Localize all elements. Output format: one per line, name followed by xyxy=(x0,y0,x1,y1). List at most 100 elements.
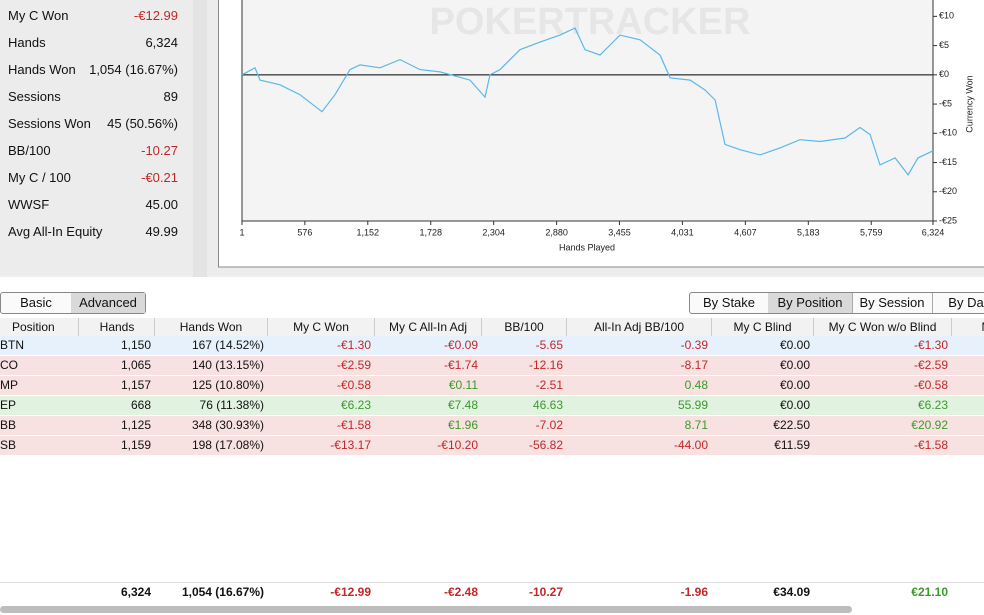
stat-value: 6,324 xyxy=(145,35,178,50)
table-cell: €0.00 xyxy=(779,358,810,372)
tab[interactable]: By Position xyxy=(768,293,853,313)
table-cell: €1.96 xyxy=(447,418,478,432)
stat-label: BB/100 xyxy=(8,143,51,158)
table-header: Position Hands Hands Won My C Won My C All-I… xyxy=(0,318,984,337)
splitter[interactable] xyxy=(193,0,207,277)
table-cell: 1,150 xyxy=(120,338,151,352)
column-header[interactable]: My C Blind xyxy=(712,318,814,336)
table-totals: 6,324 1,054 (16.67%) -€12.99 -€2.48 -10.27 -1… xyxy=(0,582,984,602)
stat-value: -€12.99 xyxy=(133,8,178,23)
table-cell: -2.51 xyxy=(535,378,563,392)
table-row xyxy=(0,356,984,376)
table-cell: -44.00 xyxy=(673,438,708,452)
x-tick-label: 6,324 xyxy=(922,227,945,237)
table-row xyxy=(0,376,984,396)
table-cell: €6.23 xyxy=(917,398,948,412)
table-cell: -€0.09 xyxy=(443,338,478,352)
table-cell: EP xyxy=(0,398,17,412)
column-header[interactable]: Hands Won xyxy=(155,318,268,336)
view-tabs: Basic Advanced xyxy=(0,292,146,314)
table-cell: 55.99 xyxy=(677,398,708,412)
table-cell: -€2.59 xyxy=(336,358,371,372)
stat-label: Avg All-In Equity xyxy=(8,224,103,239)
table-cell: -7.02 xyxy=(535,418,563,432)
table-cell: SB xyxy=(0,438,17,452)
scrollbar[interactable] xyxy=(0,606,852,613)
table-cell: 167 (14.52%) xyxy=(191,338,264,352)
stat-label: Sessions Won xyxy=(8,116,91,131)
table-cell: BTN xyxy=(0,338,24,352)
table-cell: 348 (30.93%) xyxy=(191,418,264,432)
table-cell: 668 xyxy=(130,398,151,412)
y-tick-label: €0 xyxy=(939,69,949,79)
x-tick-label: 1 xyxy=(239,227,244,237)
stat-label: WWSF xyxy=(8,197,50,212)
column-header[interactable]: Hands xyxy=(80,318,155,336)
stat-value: -€0.21 xyxy=(141,170,178,185)
total-cell: 6,324 xyxy=(120,585,151,599)
y-tick-label: -€5 xyxy=(939,98,952,108)
y-tick-label: €5 xyxy=(939,40,949,50)
tab[interactable]: Advanced xyxy=(71,293,145,313)
stat-value: -10.27 xyxy=(141,143,178,158)
table-cell: 1,159 xyxy=(120,438,151,452)
table-cell: -8.17 xyxy=(680,358,708,372)
table-cell: -€0.58 xyxy=(336,378,371,392)
tab[interactable]: Basic xyxy=(1,293,72,313)
stat-value: 45 (50.56%) xyxy=(107,116,178,131)
table-cell: €22.50 xyxy=(773,418,810,432)
table-cell: €0.00 xyxy=(779,378,810,392)
table-cell: -€1.30 xyxy=(913,338,948,352)
column-header[interactable]: BB/100 xyxy=(482,318,567,336)
table-cell: -€1.30 xyxy=(336,338,371,352)
column-header[interactable]: Position xyxy=(0,318,79,336)
y-axis-label: Currency Won xyxy=(964,75,974,132)
stat-label: Hands xyxy=(8,35,46,50)
table-cell: -12.16 xyxy=(528,358,563,372)
x-tick-label: 5,183 xyxy=(797,227,820,237)
tab[interactable]: By Session xyxy=(852,293,933,313)
total-cell: -€2.48 xyxy=(443,585,478,599)
table-cell: -€1.74 xyxy=(443,358,478,372)
column-header[interactable]: My C All-In Adj xyxy=(375,318,482,336)
x-tick-label: 4,607 xyxy=(734,227,757,237)
column-header[interactable]: My C xyxy=(952,318,984,336)
table-cell: 0.48 xyxy=(684,378,708,392)
x-tick-label: 1,728 xyxy=(419,227,442,237)
x-tick-label: 576 xyxy=(297,227,312,237)
stat-value: 89 xyxy=(163,89,178,104)
column-header[interactable]: My C Won w/o Blind xyxy=(814,318,952,336)
y-tick-label: -€10 xyxy=(939,128,957,138)
x-tick-label: 1,152 xyxy=(357,227,380,237)
tab[interactable]: By Stake xyxy=(690,293,769,313)
table-cell: 46.63 xyxy=(532,398,563,412)
chart: POKERTRACKER Hands Played Currency Won €… xyxy=(218,0,984,268)
table-cell: CO xyxy=(0,358,18,372)
total-cell: €34.09 xyxy=(773,585,810,599)
table-row xyxy=(0,436,984,456)
tab[interactable]: By Da xyxy=(932,293,984,313)
table-cell: 76 (11.38%) xyxy=(199,398,264,412)
table-cell: -0.39 xyxy=(680,338,708,352)
table-cell: €0.11 xyxy=(448,378,478,392)
y-tick-label: -€15 xyxy=(939,157,957,167)
watermark: POKERTRACKER xyxy=(430,1,751,43)
table-cell: 125 (10.80%) xyxy=(191,378,264,392)
table-cell: €0.00 xyxy=(779,338,810,352)
table-cell: 1,157 xyxy=(120,378,151,392)
column-header[interactable]: All-In Adj BB/100 xyxy=(567,318,712,336)
line-series xyxy=(241,27,934,176)
table-cell: €0.00 xyxy=(779,398,810,412)
stat-value: 45.00 xyxy=(145,197,178,212)
stat-label: Hands Won xyxy=(8,62,76,77)
x-tick-label: 4,031 xyxy=(671,227,694,237)
table-cell: €20.92 xyxy=(911,418,948,432)
table-row xyxy=(0,396,984,416)
y-tick-label: €10 xyxy=(939,11,954,21)
table-cell: 8.71 xyxy=(684,418,708,432)
plot-area xyxy=(242,0,933,221)
table-cell: -€0.58 xyxy=(913,378,948,392)
table-row xyxy=(0,336,984,356)
column-header[interactable]: My C Won xyxy=(268,318,375,336)
